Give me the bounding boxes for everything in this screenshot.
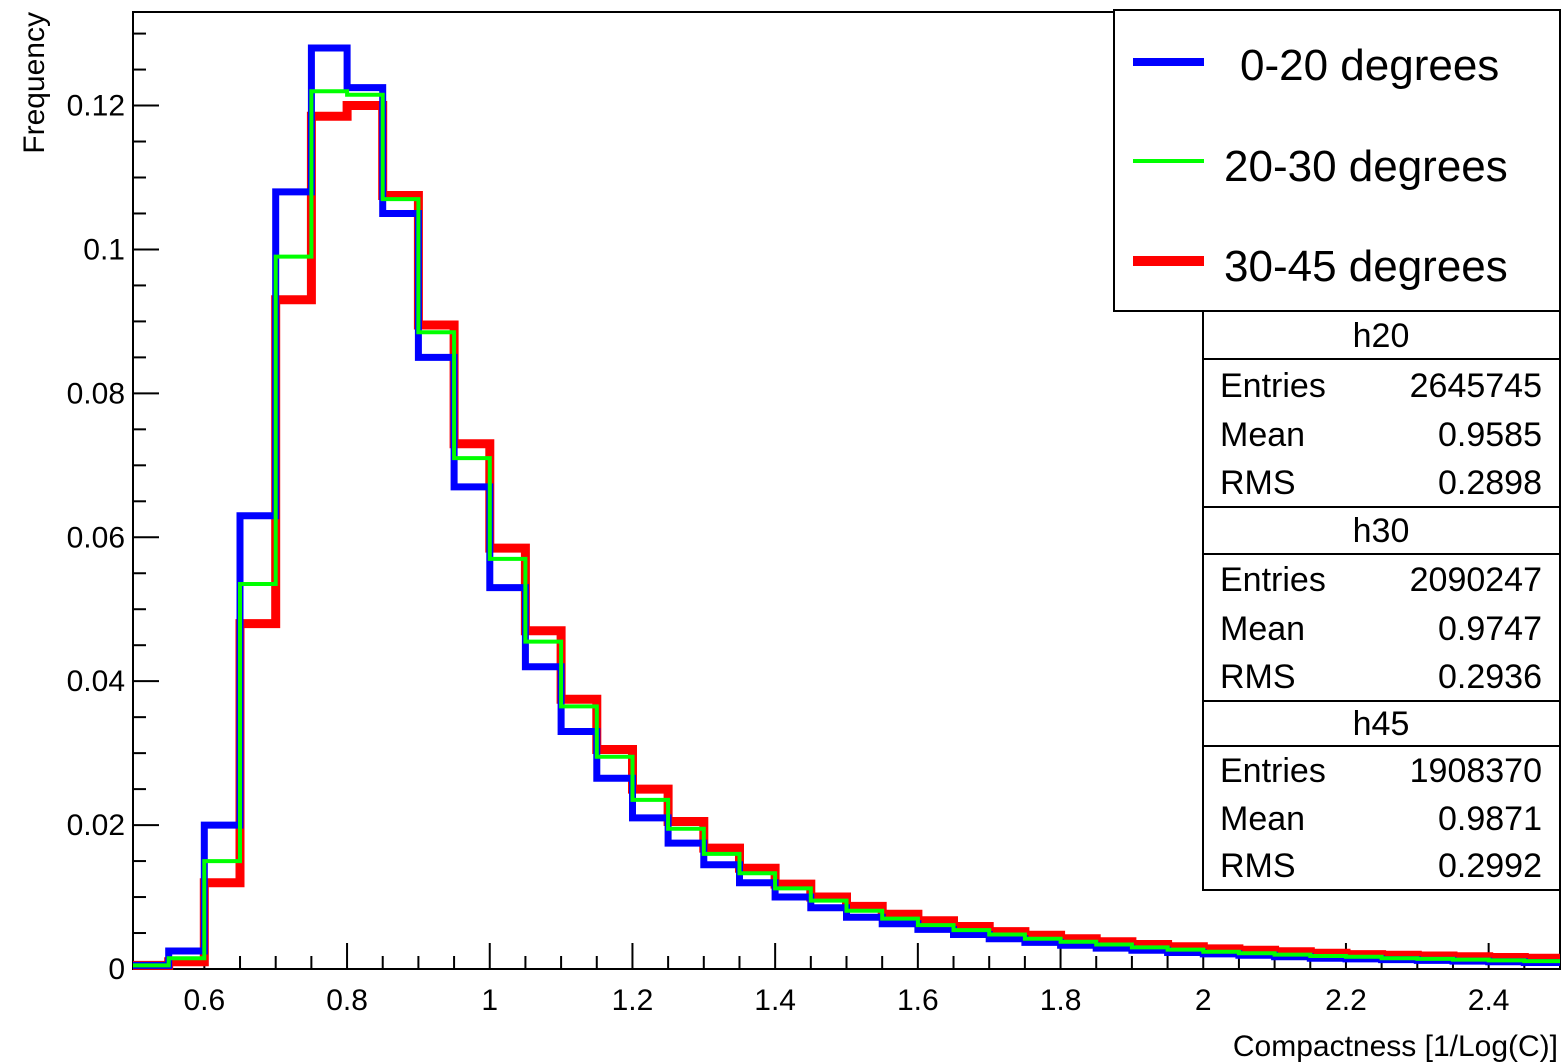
x-axis-title: Compactness [1/Log(C)] — [1233, 1030, 1558, 1063]
histogram-series — [133, 44, 1560, 970]
x-tick-label: 1.4 — [754, 984, 796, 1017]
stats-mean-value: 0.9747 — [1438, 610, 1542, 648]
series-20-30-degrees — [133, 89, 1560, 968]
x-tick-label: 2.2 — [1325, 984, 1367, 1017]
stats-entries-value: 1908370 — [1410, 752, 1542, 790]
stats-box-h45: h45 Entries 1908370 Mean 0.9871 RMS 0.29… — [1202, 700, 1561, 891]
legend-label-20-30: 20-30 degrees — [1224, 142, 1508, 191]
x-tick-label: 0.8 — [326, 984, 368, 1017]
x-tick-label: 2.4 — [1468, 984, 1510, 1017]
stats-box-h30: h30 Entries 2090247 Mean 0.9747 RMS 0.29… — [1202, 506, 1561, 702]
stats-mean-value: 0.9585 — [1438, 416, 1542, 454]
stats-rms-value: 0.2992 — [1438, 847, 1542, 885]
stats-rms-value: 0.2936 — [1438, 658, 1542, 696]
y-tick-label: 0.08 — [67, 377, 125, 410]
legend-label-30-45: 30-45 degrees — [1224, 242, 1508, 291]
x-tick-label: 0.6 — [183, 984, 225, 1017]
stats-mean-value: 0.9871 — [1438, 800, 1542, 838]
x-tick-label: 1.8 — [1040, 984, 1082, 1017]
y-axis-title: Frequency — [18, 12, 51, 154]
stats-rms-label: RMS — [1220, 658, 1296, 696]
stats-frame-h30 — [1202, 506, 1561, 702]
x-tick-label: 2 — [1195, 984, 1212, 1017]
y-tick-label: 0.04 — [67, 665, 125, 698]
stats-title: h20 — [1353, 317, 1410, 355]
stats-mean-label: Mean — [1220, 800, 1305, 838]
x-tick-label: 1.6 — [897, 984, 939, 1017]
stats-rms-label: RMS — [1220, 847, 1296, 885]
y-tick-label: 0.12 — [67, 90, 125, 123]
x-tick-label: 1.2 — [612, 984, 654, 1017]
stats-rms-label: RMS — [1220, 464, 1296, 502]
stats-frame-h45 — [1202, 700, 1561, 891]
stats-frame-h20 — [1202, 310, 1561, 508]
stats-entries-label: Entries — [1220, 752, 1326, 790]
y-tick-label: 0.06 — [67, 521, 125, 554]
y-axis-ticks: 0 0.02 0.04 0.06 0.08 0.1 0.12 — [67, 32, 159, 986]
stats-entries-label: Entries — [1220, 561, 1326, 599]
y-tick-label: 0.02 — [67, 809, 125, 842]
x-tick-label: 1 — [481, 984, 498, 1017]
x-axis-ticks: 0.6 0.8 1 1.2 1.4 1.6 1.8 2 2.2 2.4 — [132, 943, 1561, 1017]
stats-entries-label: Entries — [1220, 367, 1326, 405]
stats-entries-value: 2645745 — [1410, 367, 1542, 405]
stats-title: h45 — [1353, 705, 1410, 743]
stats-entries-value: 2090247 — [1410, 561, 1542, 599]
stats-mean-label: Mean — [1220, 610, 1305, 648]
stats-rms-value: 0.2898 — [1438, 464, 1542, 502]
y-tick-label: 0.1 — [83, 233, 125, 266]
stats-mean-label: Mean — [1220, 416, 1305, 454]
legend: 0-20 degrees 20-30 degrees 30-45 degrees — [1113, 9, 1561, 312]
stats-title: h30 — [1353, 512, 1410, 550]
legend-label-0-20: 0-20 degrees — [1240, 41, 1499, 90]
y-tick-label: 0 — [108, 953, 125, 986]
stats-box-h20: h20 Entries 2645745 Mean 0.9585 RMS 0.28… — [1202, 310, 1561, 508]
